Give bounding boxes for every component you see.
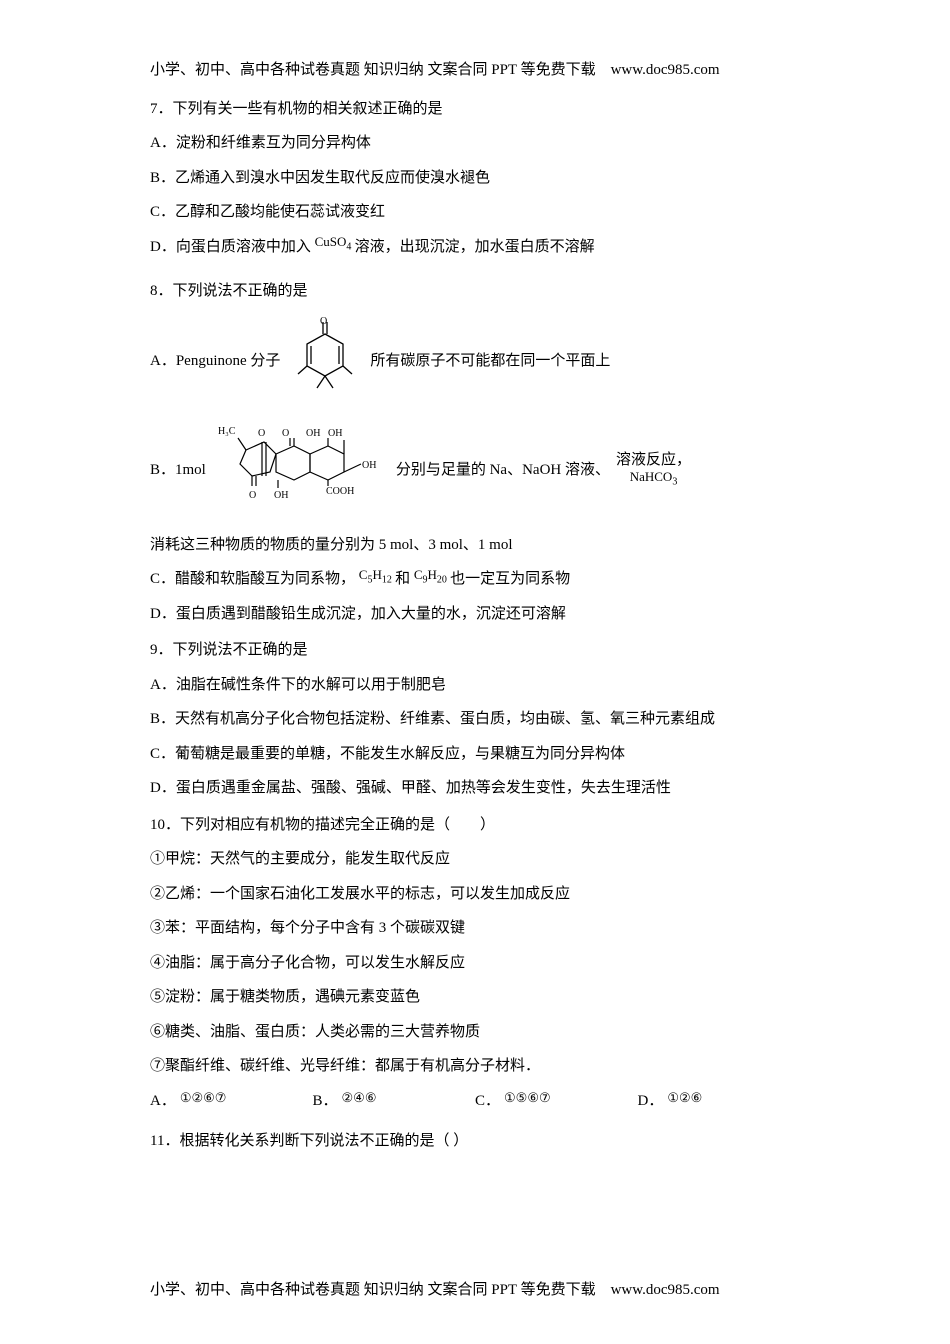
q8-b-line2: 消耗这三种物质的物质的量分别为 5 mol、3 mol、1 mol	[150, 531, 800, 560]
q11-stem: 11．根据转化关系判断下列说法不正确的是（ ）	[150, 1127, 800, 1156]
q10-opt-d: D． ①②⑥	[638, 1087, 801, 1116]
q10-opt-c: C． ①⑤⑥⑦	[475, 1087, 638, 1116]
q10-line7: ⑦聚酯纤维、碳纤维、光导纤维：都属于有机高分子材料．	[150, 1052, 800, 1081]
q8-option-a: A．Penguinone 分子 O 所有碳原子不可能都在同一个平面上	[150, 312, 800, 411]
q7-stem: 7．下列有关一些有机物的相关叙述正确的是	[150, 95, 800, 124]
svg-text:O: O	[320, 316, 327, 327]
f2c: C	[414, 567, 423, 582]
q9-option-d: D．蛋白质遇重金属盐、强酸、强碱、甲醛、加热等会发生变性，失去生理活性	[150, 774, 800, 803]
page-footer: 小学、初中、高中各种试卷真题 知识归纳 文案合同 PPT 等免费下载 www.d…	[150, 1276, 720, 1305]
f1s2: 12	[382, 575, 392, 586]
f2h: H	[428, 567, 437, 582]
q7-option-c: C．乙醇和乙酸均能使石蕊试液变红	[150, 198, 800, 227]
q7-d-formula: CuSO4	[315, 234, 355, 249]
q8-b-nahco3: NaHCO3	[616, 469, 691, 489]
q10-line4: ④油脂：属于高分子化合物，可以发生水解反应	[150, 949, 800, 978]
nahco3-sub: 3	[672, 477, 677, 488]
svg-text:H₃C: H₃C	[218, 426, 236, 437]
q10-line6: ⑥糖类、油脂、蛋白质：人类必需的三大营养物质	[150, 1018, 800, 1047]
svg-text:O: O	[282, 428, 289, 439]
complex-molecule-icon: H₃C O O OH OH	[216, 420, 386, 521]
q10-options-row: A． ①②⑥⑦ B． ②④⑥ C． ①⑤⑥⑦ D． ①②⑥	[150, 1087, 800, 1116]
q8-b-mid: 分别与足量的 Na、NaOH 溶液、	[396, 456, 610, 485]
q9-option-c: C．葡萄糖是最重要的单糖，不能发生水解反应，与果糖互为同分异构体	[150, 740, 800, 769]
q8-a-post: 所有碳原子不可能都在同一个平面上	[370, 347, 610, 376]
q7-option-a: A．淀粉和纤维素互为同分异构体	[150, 129, 800, 158]
svg-text:OH: OH	[274, 490, 288, 501]
q10-line1: ①甲烷：天然气的主要成分，能发生取代反应	[150, 845, 800, 874]
q7-option-b: B．乙烯通入到溴水中因发生取代反应而使溴水褪色	[150, 164, 800, 193]
svg-text:OH: OH	[328, 428, 342, 439]
q8-c-pre: C．醋酸和软脂酸互为同系物，	[150, 571, 355, 587]
q8-c-mid: 和	[395, 571, 410, 587]
svg-text:OH: OH	[306, 428, 320, 439]
q8-stem: 8．下列说法不正确的是	[150, 277, 800, 306]
q8-c-f2: C9H20	[414, 567, 450, 582]
svg-text:O: O	[249, 490, 256, 501]
q10-opt-d-content: ①②⑥	[667, 1086, 702, 1111]
q10-opt-d-label: D．	[638, 1087, 664, 1116]
q10-opt-a-label: A．	[150, 1087, 176, 1116]
q10-opt-c-content: ①⑤⑥⑦	[504, 1086, 551, 1111]
q8-option-b: B．1mol H₃C O O OH OH	[150, 416, 800, 525]
page-header: 小学、初中、高中各种试卷真题 知识归纳 文案合同 PPT 等免费下载 www.d…	[150, 56, 800, 85]
penguinone-structure-icon: O	[290, 316, 360, 407]
q7-d-post: 溶液，出现沉淀，加水蛋白质不溶解	[355, 239, 595, 255]
q8-a-pre: A．Penguinone 分子	[150, 347, 280, 376]
q8-option-d: D．蛋白质遇到醋酸铅生成沉淀，加入大量的水，沉淀还可溶解	[150, 600, 800, 629]
q10-line3: ③苯：平面结构，每个分子中含有 3 个碳碳双键	[150, 914, 800, 943]
nahco3-text: NaHCO	[630, 469, 673, 484]
svg-text:O: O	[258, 428, 265, 439]
q7-d-pre: D．向蛋白质溶液中加入	[150, 239, 311, 255]
q10-opt-a: A． ①②⑥⑦	[150, 1087, 313, 1116]
f2s2: 20	[437, 575, 447, 586]
q10-line2: ②乙烯：一个国家石油化工发展水平的标志，可以发生加成反应	[150, 880, 800, 909]
q9-stem: 9．下列说法不正确的是	[150, 636, 800, 665]
q8-c-post: 也一定互为同系物	[450, 571, 570, 587]
q8-b-right-stack: 溶液反应， NaHCO3	[616, 451, 691, 489]
svg-text:OH: OH	[362, 460, 376, 471]
q8-b-right-top: 溶液反应，	[616, 451, 691, 469]
cuso4-text: CuSO	[315, 234, 347, 249]
svg-text:COOH: COOH	[326, 486, 354, 497]
q10-opt-a-content: ①②⑥⑦	[180, 1086, 227, 1111]
q10-line5: ⑤淀粉：属于糖类物质，遇碘元素变蓝色	[150, 983, 800, 1012]
q8-option-c: C．醋酸和软脂酸互为同系物， C5H12 和 C9H20 也一定互为同系物	[150, 565, 800, 594]
q8-b-pre: B．1mol	[150, 456, 206, 485]
q10-opt-b: B． ②④⑥	[313, 1087, 476, 1116]
f1h: H	[372, 567, 381, 582]
q10-opt-b-content: ②④⑥	[342, 1086, 377, 1111]
q9-option-b: B．天然有机高分子化合物包括淀粉、纤维素、蛋白质，均由碳、氢、氧三种元素组成	[150, 705, 800, 734]
q8-c-f1: C5H12	[359, 567, 395, 582]
q10-stem: 10．下列对相应有机物的描述完全正确的是（ ）	[150, 811, 800, 840]
q10-opt-b-label: B．	[313, 1087, 338, 1116]
q9-option-a: A．油脂在碱性条件下的水解可以用于制肥皂	[150, 671, 800, 700]
q7-option-d: D．向蛋白质溶液中加入 CuSO4 溶液，出现沉淀，加水蛋白质不溶解	[150, 233, 800, 262]
q10-opt-c-label: C．	[475, 1087, 500, 1116]
cuso4-sub: 4	[346, 241, 351, 252]
